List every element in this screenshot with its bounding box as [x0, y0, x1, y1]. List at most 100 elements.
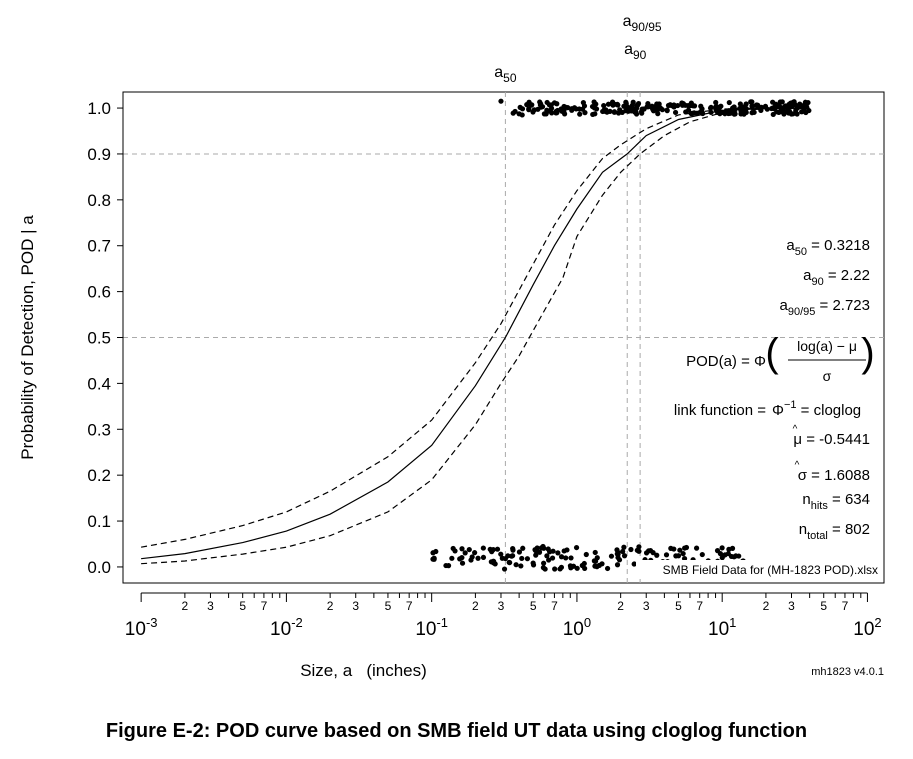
miss-point	[604, 565, 611, 572]
label-a90: a90	[624, 41, 647, 62]
hit-point	[609, 99, 616, 105]
hit-point	[664, 107, 670, 113]
hit-point	[758, 104, 764, 110]
x-minor-tick-label: 3	[207, 599, 214, 613]
miss-point	[726, 546, 732, 552]
miss-point	[647, 547, 654, 554]
miss-point	[620, 548, 626, 555]
miss-point	[675, 553, 682, 559]
hit-point	[737, 101, 743, 107]
y-tick-label: 0.7	[87, 237, 111, 256]
miss-point	[513, 562, 519, 568]
hit-point	[530, 109, 536, 115]
hit-point	[655, 111, 661, 117]
hit-point	[580, 100, 586, 106]
x-minor-tick-label: 5	[530, 599, 537, 613]
miss-point	[445, 563, 452, 569]
x-major-tick-label: 100	[563, 615, 591, 640]
miss-point	[544, 553, 550, 559]
curve-pod	[141, 107, 810, 560]
hit-point	[786, 104, 792, 110]
miss-point	[510, 547, 516, 553]
data-file-label-bg	[636, 560, 882, 579]
hit-point	[593, 101, 599, 107]
miss-point	[621, 544, 627, 550]
miss-point	[680, 551, 686, 557]
x-major-tick-label: 10-3	[125, 615, 158, 640]
hit-point	[719, 109, 725, 115]
x-minor-tick-label: 3	[498, 599, 505, 613]
miss-point	[433, 548, 439, 555]
curve-lower-bound	[141, 107, 810, 565]
miss-point	[643, 550, 650, 556]
miss-point	[466, 546, 472, 553]
hit-point	[781, 111, 787, 117]
miss-point	[567, 563, 574, 569]
miss-point	[654, 552, 660, 558]
formula-paren-left: (	[765, 331, 779, 375]
miss-point	[480, 554, 487, 561]
miss-point	[621, 553, 628, 559]
miss-point	[540, 543, 546, 550]
miss-point	[459, 555, 465, 561]
miss-point	[736, 553, 742, 559]
annotation-n-hits: nhits = 634	[802, 491, 870, 512]
pod-chart: a50 a90 a90/95 0.0 0.1 0.2 0.3 0.4 0.5 0.6 0.7 0.8 0…	[18, 13, 885, 680]
miss-point	[519, 555, 525, 562]
hit-point	[680, 101, 686, 107]
hit-point	[799, 109, 805, 115]
hit-point	[691, 103, 698, 109]
hit-point	[628, 105, 634, 111]
miss-point	[549, 555, 556, 561]
miss-point	[490, 560, 497, 566]
hit-point	[582, 110, 588, 116]
x-major-tick-label: 102	[853, 615, 881, 640]
hit-point	[605, 101, 612, 107]
sigma-hat-mark: ^	[795, 460, 800, 471]
figure-caption: Figure E-2: POD curve based on SMB field…	[105, 720, 808, 742]
annotation-a90-95: a90/95 = 2.723	[779, 297, 870, 318]
x-minor-tick-label: 7	[551, 599, 558, 613]
annotation-a50: a50 = 0.3218	[786, 237, 870, 258]
x-minor-tick-label: 7	[261, 599, 268, 613]
x-minor-tick-label: 7	[696, 599, 703, 613]
x-minor-tick-label: 2	[617, 599, 624, 613]
miss-point	[671, 546, 677, 552]
miss-point	[541, 560, 547, 566]
x-minor-tick-label: 2	[763, 599, 770, 613]
hit-point	[630, 99, 636, 105]
miss-point	[581, 560, 587, 567]
x-minor-tick-label: 2	[182, 599, 189, 613]
hit-point	[691, 110, 697, 116]
hit-point	[654, 105, 660, 111]
miss-point	[520, 545, 526, 551]
hit-point	[554, 107, 561, 114]
miss-point	[540, 565, 547, 571]
x-minor-tick-label: 5	[385, 599, 392, 613]
hit-point	[571, 105, 578, 111]
miss-point	[494, 546, 501, 552]
hit-point	[665, 102, 672, 109]
miss-point	[475, 555, 481, 561]
hit-point	[623, 100, 629, 107]
miss-point	[533, 552, 539, 558]
miss-point	[431, 555, 437, 561]
hit-point	[634, 102, 640, 108]
annotation-a90: a90 = 2.22	[803, 267, 870, 288]
miss-point	[614, 547, 620, 553]
miss-point	[719, 545, 725, 551]
miss-point	[501, 566, 508, 572]
miss-point	[631, 561, 637, 567]
miss-point	[592, 558, 599, 564]
version-label: mh1823 v4.0.1	[811, 666, 884, 678]
miss-point	[490, 547, 496, 553]
miss-point	[449, 555, 455, 561]
hit-point	[615, 110, 622, 116]
miss-point	[714, 548, 721, 554]
annotation-link-inverse: Φ−1 = cloglog	[772, 399, 861, 419]
miss-point	[599, 561, 605, 567]
miss-point	[592, 563, 598, 569]
y-tick-label: 0.5	[87, 329, 111, 348]
miss-point	[450, 545, 456, 552]
miss-point	[516, 549, 523, 555]
